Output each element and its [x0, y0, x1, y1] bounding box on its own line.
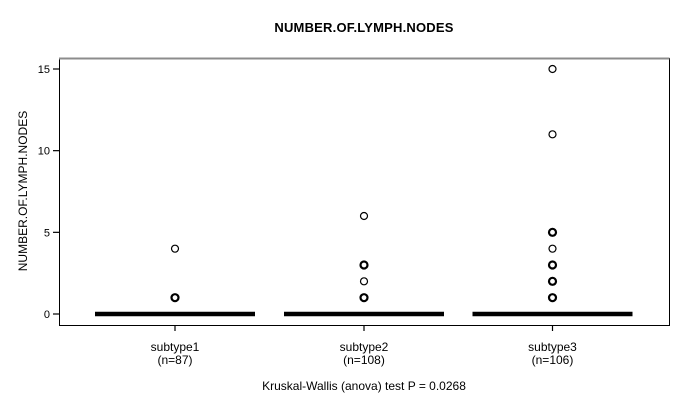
outlier-point [548, 64, 557, 74]
median-bar [284, 311, 444, 317]
y-tick-label: 10 [38, 146, 50, 158]
x-category-label: subtype2 [340, 340, 389, 354]
median-bar [472, 311, 633, 317]
outlier-point [359, 211, 369, 221]
outlier-point [547, 227, 558, 237]
y-tick-label: 5 [44, 227, 50, 239]
outlier-point [547, 276, 558, 286]
chart-title: NUMBER.OF.LYMPH.NODES [274, 20, 454, 35]
plot-border [59, 58, 670, 326]
x-category-count: (n=106) [532, 353, 574, 367]
y-tick-label: 0 [44, 309, 50, 321]
outlier-point [359, 293, 369, 303]
outlier-point [547, 293, 558, 303]
outlier-point [548, 244, 557, 253]
x-category-label: subtype1 [151, 340, 200, 354]
y-tick-label: 15 [38, 64, 50, 76]
outlier-point [547, 260, 558, 270]
outlier-point [170, 244, 180, 253]
x-category-count: (n=108) [343, 353, 385, 367]
x-category-count: (n=87) [157, 353, 192, 367]
median-bar [95, 311, 255, 317]
stat-test-caption: Kruskal-Wallis (anova) test P = 0.0268 [262, 379, 466, 393]
outlier-point [548, 130, 557, 139]
x-category-label: subtype3 [528, 340, 577, 354]
outlier-point [359, 277, 369, 286]
outlier-point [359, 260, 369, 270]
outlier-point [170, 293, 180, 303]
